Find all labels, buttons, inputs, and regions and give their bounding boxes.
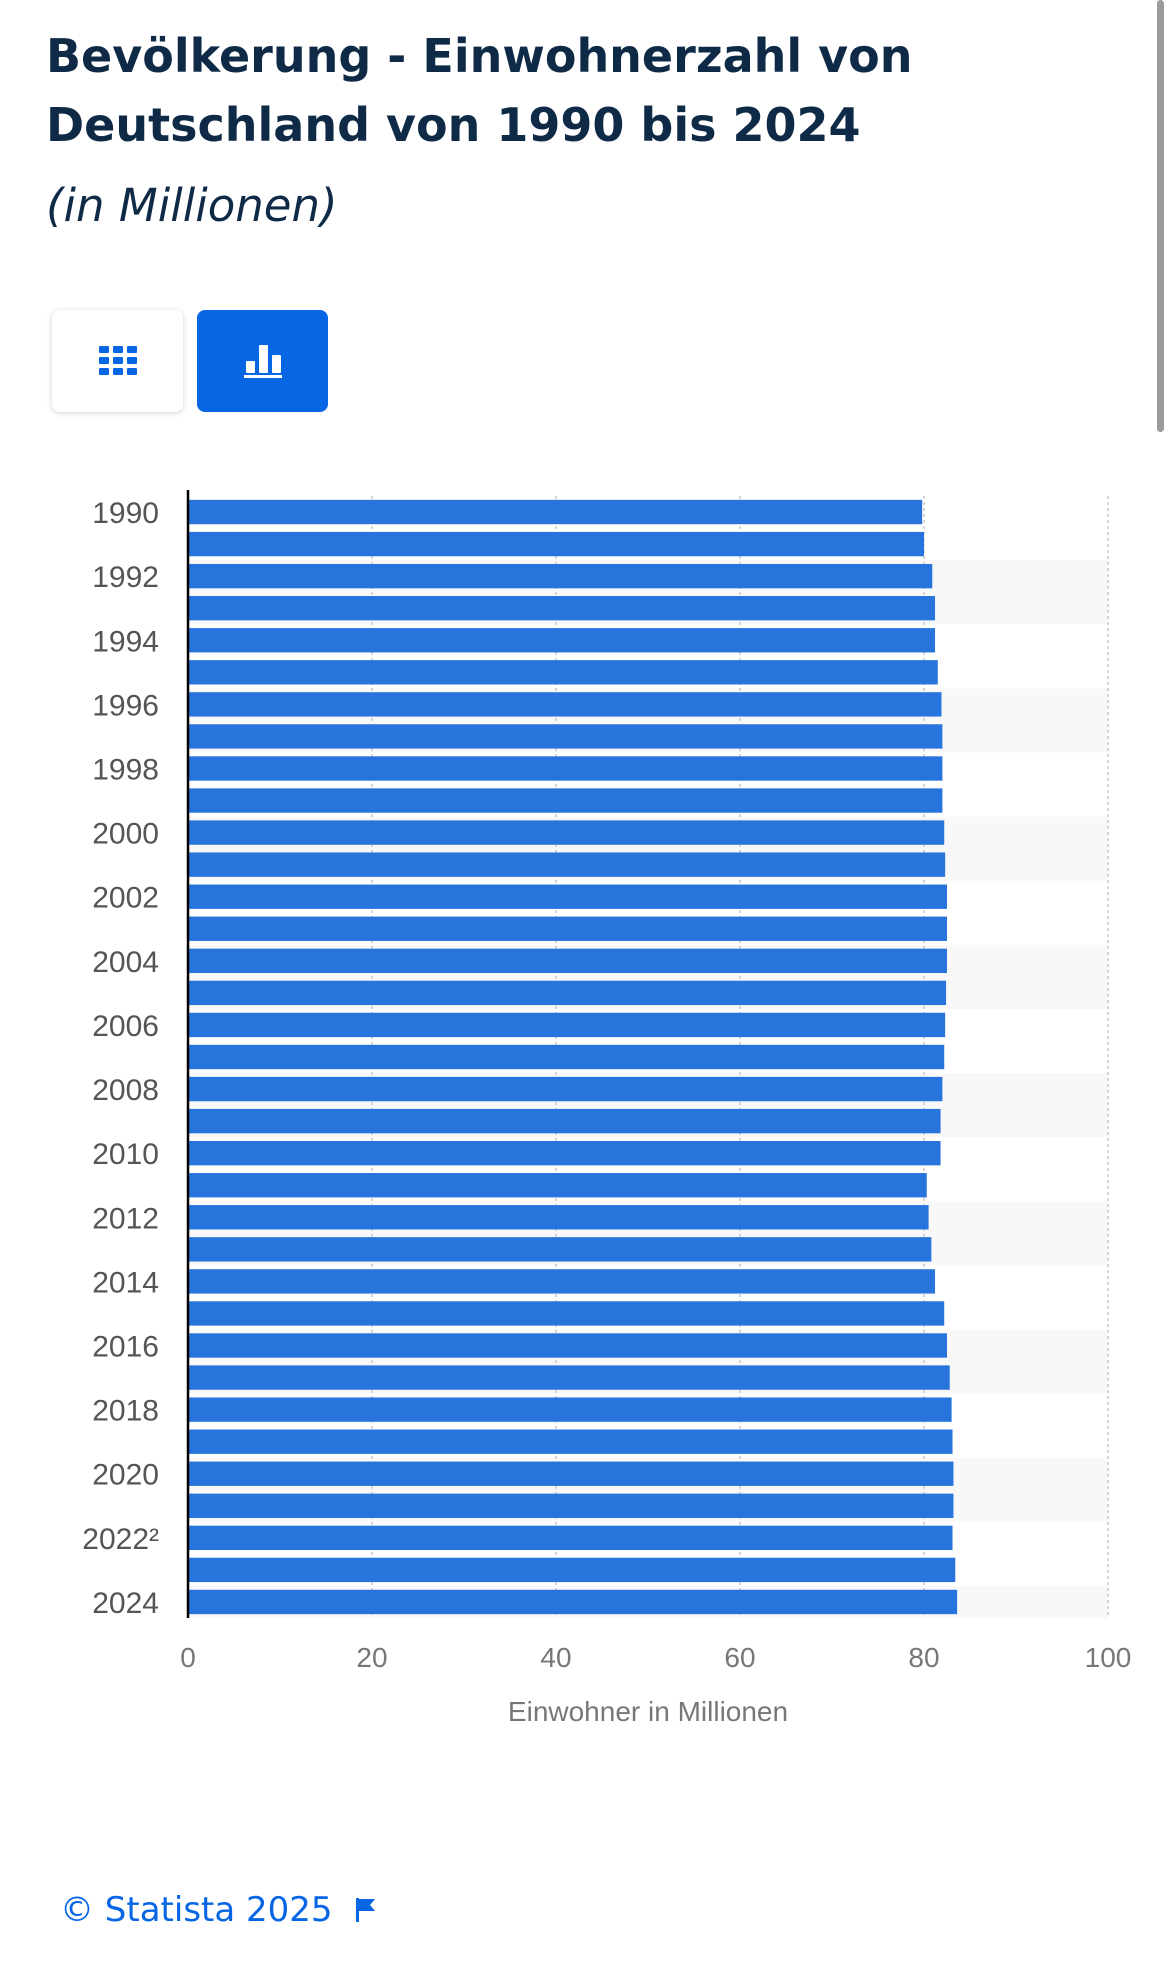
bar [188,1012,946,1038]
page-subtitle: (in Millionen) [46,179,338,232]
y-tick-label: 2018 [92,1395,159,1428]
bar [188,1237,932,1262]
bar [188,1429,953,1454]
bar [188,852,946,877]
y-tick-label: 1996 [92,689,159,722]
bar [188,596,936,621]
bar [188,499,923,525]
bar [188,1333,947,1358]
x-tick-label: 80 [908,1642,939,1673]
bar [188,1557,956,1583]
y-tick-label: 2010 [92,1138,159,1171]
bar-chart-icon [243,345,282,378]
scrollbar[interactable] [1157,0,1164,432]
y-tick-label: 2004 [92,946,159,979]
y-tick-label: 2024 [92,1587,159,1620]
y-tick-label: 1990 [92,497,159,530]
bar-chart: 1990199219941996199820002002200420062008… [82,490,1132,1727]
bar [188,1301,945,1326]
y-tick-label: 1998 [92,753,159,786]
bar [188,980,947,1006]
bar [188,1108,941,1134]
bar [188,1044,945,1070]
x-tick-label: 0 [180,1642,196,1673]
bar [188,820,945,845]
grid-icon [98,346,137,375]
bar [188,1589,958,1615]
x-tick-label: 20 [356,1642,387,1673]
bar [188,1365,950,1390]
y-tick-label: 1992 [92,561,159,594]
bar [188,1525,953,1551]
y-tick-label: 2002 [92,882,159,915]
x-tick-label: 40 [540,1642,571,1673]
y-tick-label: 2022² [82,1523,159,1556]
bar [188,1140,941,1166]
footer: © Statista 2025 [60,1890,377,1930]
x-axis-label: Einwohner in Millionen [508,1696,788,1727]
page-title: Bevölkerung - Einwohnerzahl von Deutschl… [46,29,913,152]
y-tick-label: 2008 [92,1074,159,1107]
bar [188,1397,952,1422]
y-tick-label: 1994 [92,625,159,658]
bar [188,531,924,557]
y-tick-label: 2020 [92,1459,159,1492]
bar [188,1076,943,1102]
y-tick-label: 2006 [92,1010,159,1043]
x-tick-label: 100 [1085,1642,1132,1673]
bar [188,692,942,717]
bar [188,660,938,685]
bar [188,916,947,941]
y-tick-label: 2012 [92,1202,159,1235]
bar [188,563,933,589]
bar [188,948,947,974]
flag-icon[interactable] [355,1897,377,1923]
y-tick-label: 2000 [92,818,159,851]
bar [188,884,947,909]
bar [188,788,943,813]
bar [188,1269,936,1294]
bar [188,1205,929,1230]
bar [188,724,943,749]
bar [188,1461,954,1486]
bar [188,756,943,781]
x-tick-label: 60 [724,1642,755,1673]
y-tick-label: 2016 [92,1331,159,1364]
copyright-link[interactable]: © Statista 2025 [60,1890,333,1930]
bar [188,628,936,653]
bar [188,1493,954,1518]
table-view-button[interactable] [52,310,183,412]
y-tick-label: 2014 [92,1266,159,1299]
chart-view-button[interactable] [197,310,328,412]
bar [188,1173,927,1198]
